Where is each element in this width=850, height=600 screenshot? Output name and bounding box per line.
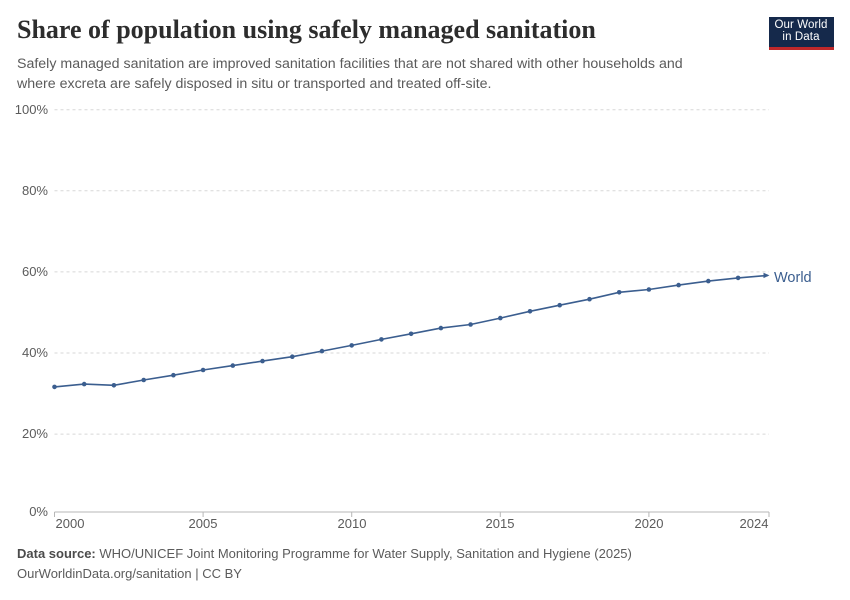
svg-text:2010: 2010 [338, 516, 367, 531]
svg-text:2020: 2020 [635, 516, 664, 531]
svg-text:100%: 100% [15, 102, 49, 117]
svg-text:40%: 40% [22, 345, 48, 360]
svg-text:World: World [774, 270, 812, 286]
svg-text:2024: 2024 [740, 516, 769, 531]
svg-text:0%: 0% [29, 504, 48, 519]
svg-text:2000: 2000 [56, 516, 85, 531]
svg-text:60%: 60% [22, 264, 48, 279]
svg-text:20%: 20% [22, 426, 48, 441]
svg-text:2015: 2015 [486, 516, 515, 531]
svg-text:2005: 2005 [189, 516, 218, 531]
svg-text:80%: 80% [22, 183, 48, 198]
